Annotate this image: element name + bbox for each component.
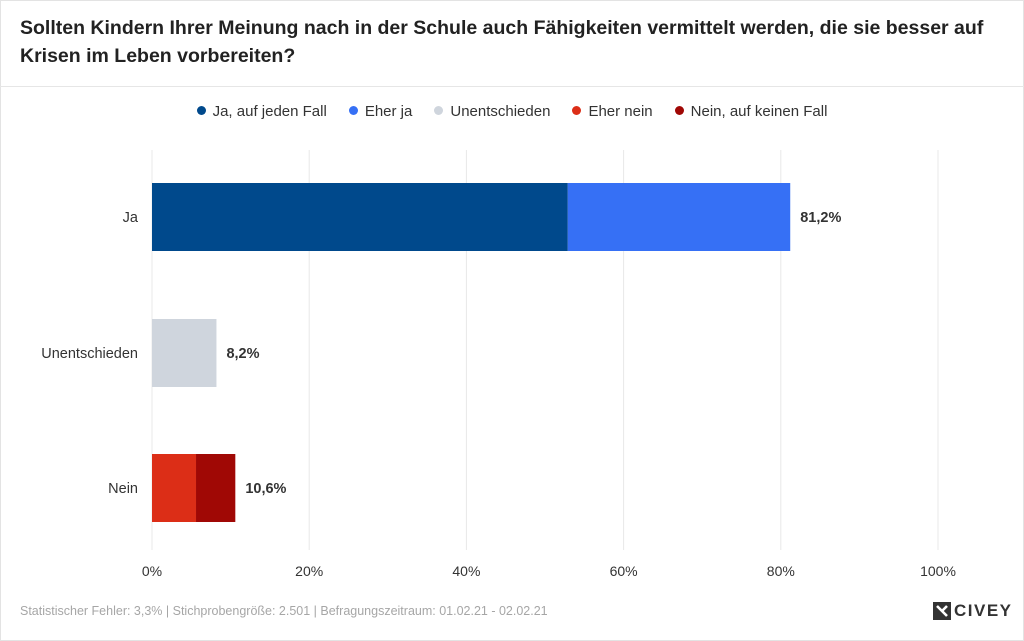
legend-item: Nein, auf keinen Fall	[674, 103, 828, 120]
bar-segment	[152, 319, 217, 387]
legend-label: Eher nein	[588, 103, 653, 120]
bar-segment	[196, 454, 236, 522]
category-label: Ja	[123, 210, 139, 226]
legend-swatch	[674, 106, 684, 115]
legend-swatch	[348, 106, 358, 115]
x-tick-label: 0%	[142, 563, 162, 579]
footer-note: Statistischer Fehler: 3,3% | Stichproben…	[20, 604, 548, 618]
legend-label: Unentschieden	[450, 103, 551, 120]
total-label: 81,2%	[800, 210, 841, 226]
legend-swatch	[572, 106, 582, 115]
bar-segment	[152, 183, 568, 251]
total-label: 10,6%	[245, 481, 286, 497]
legend-item: Eher nein	[572, 103, 653, 120]
civey-logo: CIVEY	[932, 600, 1013, 622]
x-tick-label: 40%	[452, 563, 480, 579]
title-divider	[0, 86, 1024, 87]
category-label: Nein	[108, 481, 138, 497]
logo-text: CIVEY	[954, 601, 1013, 620]
legend-label: Ja, auf jeden Fall	[212, 103, 327, 120]
x-tick-label: 100%	[920, 563, 956, 579]
bar-segment	[152, 454, 197, 522]
legend-item: Unentschieden	[434, 103, 550, 120]
legend-label: Eher ja	[364, 103, 413, 120]
legend-label: Nein, auf keinen Fall	[690, 103, 828, 120]
civey-logo-icon	[933, 602, 951, 620]
bar-segment	[567, 183, 791, 251]
category-label: Unentschieden	[41, 346, 138, 362]
legend-swatch	[196, 106, 206, 115]
legend-item: Ja, auf jeden Fall	[196, 103, 327, 120]
chart-title: Sollten Kindern Ihrer Meinung nach in de…	[20, 17, 984, 67]
legend: Ja, auf jeden Fall Eher ja Unentschieden Eh…	[0, 103, 1024, 120]
x-tick-label: 20%	[295, 563, 323, 579]
total-label: 8,2%	[226, 346, 259, 362]
legend-swatch	[434, 106, 444, 115]
legend-item: Eher ja	[348, 103, 413, 120]
x-tick-label: 60%	[610, 563, 638, 579]
x-tick-label: 80%	[767, 563, 795, 579]
